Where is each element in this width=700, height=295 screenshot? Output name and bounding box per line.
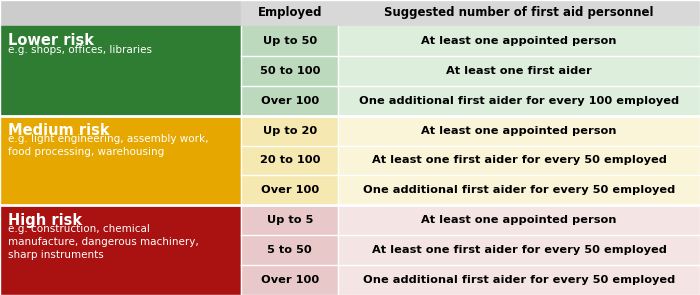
Text: 5 to 50: 5 to 50 [267,245,312,255]
Bar [241,205,338,235]
Bar [241,176,338,205]
Bar [241,116,338,145]
Text: 50 to 100: 50 to 100 [260,66,320,76]
Text: At least one first aider for every 50 employed: At least one first aider for every 50 em… [372,245,666,255]
Text: At least one appointed person: At least one appointed person [421,126,617,136]
Text: One additional first aider for every 50 employed: One additional first aider for every 50 … [363,275,676,285]
Bar [338,176,700,205]
Text: At least one appointed person: At least one appointed person [421,215,617,225]
Text: One additional first aider for every 50 employed: One additional first aider for every 50 … [363,185,676,195]
Text: Suggested number of first aid personnel: Suggested number of first aid personnel [384,6,654,19]
Bar [338,26,700,56]
Bar [338,235,700,265]
Bar [0,26,241,116]
Text: At least one appointed person: At least one appointed person [421,36,617,46]
Bar [338,145,700,176]
Bar [241,26,338,56]
Text: One additional first aider for every 100 employed: One additional first aider for every 100… [359,96,679,106]
Bar [338,116,700,145]
Text: Lower risk: Lower risk [8,33,95,48]
Text: e.g. construction, chemical
manufacture, dangerous machinery,
sharp instruments: e.g. construction, chemical manufacture,… [8,224,199,260]
Bar [338,86,700,116]
Text: Over 100: Over 100 [260,275,319,285]
Text: e.g. shops, offices, libraries: e.g. shops, offices, libraries [8,45,153,55]
Bar [241,235,338,265]
Bar [241,56,338,86]
Bar [338,265,700,295]
Text: Up to 50: Up to 50 [262,36,317,46]
Bar [241,0,700,26]
Text: e.g. light engineering, assembly work,
food processing, warehousing: e.g. light engineering, assembly work, f… [8,135,209,157]
Text: Medium risk: Medium risk [8,123,110,138]
Bar [241,145,338,176]
Text: Up to 5: Up to 5 [267,215,313,225]
Bar [0,116,241,205]
Text: Up to 20: Up to 20 [262,126,317,136]
Bar [338,56,700,86]
Text: High risk: High risk [8,213,83,228]
Text: 20 to 100: 20 to 100 [260,155,320,165]
Text: Over 100: Over 100 [260,185,319,195]
Text: At least one first aider for every 50 employed: At least one first aider for every 50 em… [372,155,666,165]
Text: Employed: Employed [258,6,322,19]
Bar [241,86,338,116]
Bar [338,205,700,235]
Bar [0,205,241,295]
Bar [241,265,338,295]
Text: Over 100: Over 100 [260,96,319,106]
Text: At least one first aider: At least one first aider [446,66,592,76]
